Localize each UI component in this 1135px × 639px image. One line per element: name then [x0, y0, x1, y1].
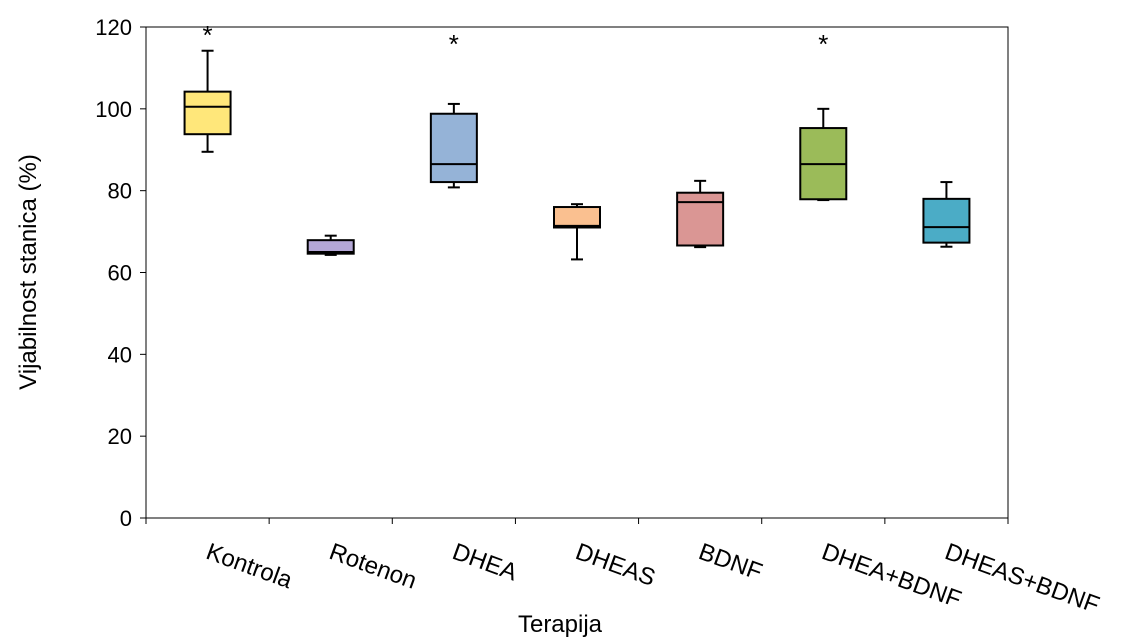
x-category-label: DHEAS+BDNF: [941, 538, 1103, 619]
x-category-label: BDNF: [695, 538, 766, 586]
box-group: [553, 203, 601, 261]
x-category-label: DHEAS: [572, 538, 659, 592]
x-category-label: DHEA+BDNF: [818, 538, 964, 613]
box-group: *: [799, 29, 848, 202]
box: [429, 112, 478, 184]
box-series: * * *: [183, 20, 971, 261]
x-category-label: Rotenon: [326, 538, 421, 594]
y-tick-label: 100: [95, 97, 132, 122]
y-tick-label: 120: [95, 15, 132, 40]
box-group: *: [183, 20, 232, 153]
y-tick-label: 80: [108, 179, 132, 204]
significance-marker: *: [449, 29, 459, 59]
y-axis: 0 20 40 60 80 100 120: [95, 15, 146, 531]
y-tick-label: 60: [108, 261, 132, 286]
box: [306, 239, 355, 255]
box-group: [306, 234, 355, 256]
x-axis: Kontrola Rotenon DHEA DHEAS BDNF DHEA+BDNFDHE…: [145, 518, 1103, 619]
y-tick-label: 40: [108, 342, 132, 367]
y-axis-title: Vijabilnost stanica (%): [15, 154, 42, 390]
box-group: [922, 181, 971, 248]
box: [183, 90, 232, 136]
significance-marker: *: [818, 29, 828, 59]
significance-marker: *: [203, 20, 213, 50]
x-category-label: DHEA: [449, 538, 521, 586]
y-tick-label: 0: [120, 506, 132, 531]
x-axis-title: Terapija: [518, 611, 603, 638]
box-group: *: [429, 29, 478, 189]
plot-area: [145, 26, 1009, 519]
box-group: [676, 179, 725, 249]
box: [553, 206, 601, 229]
x-category-label: Kontrola: [203, 538, 297, 594]
box: [922, 197, 971, 244]
box: [676, 191, 725, 247]
y-tick-label: 20: [108, 424, 132, 449]
